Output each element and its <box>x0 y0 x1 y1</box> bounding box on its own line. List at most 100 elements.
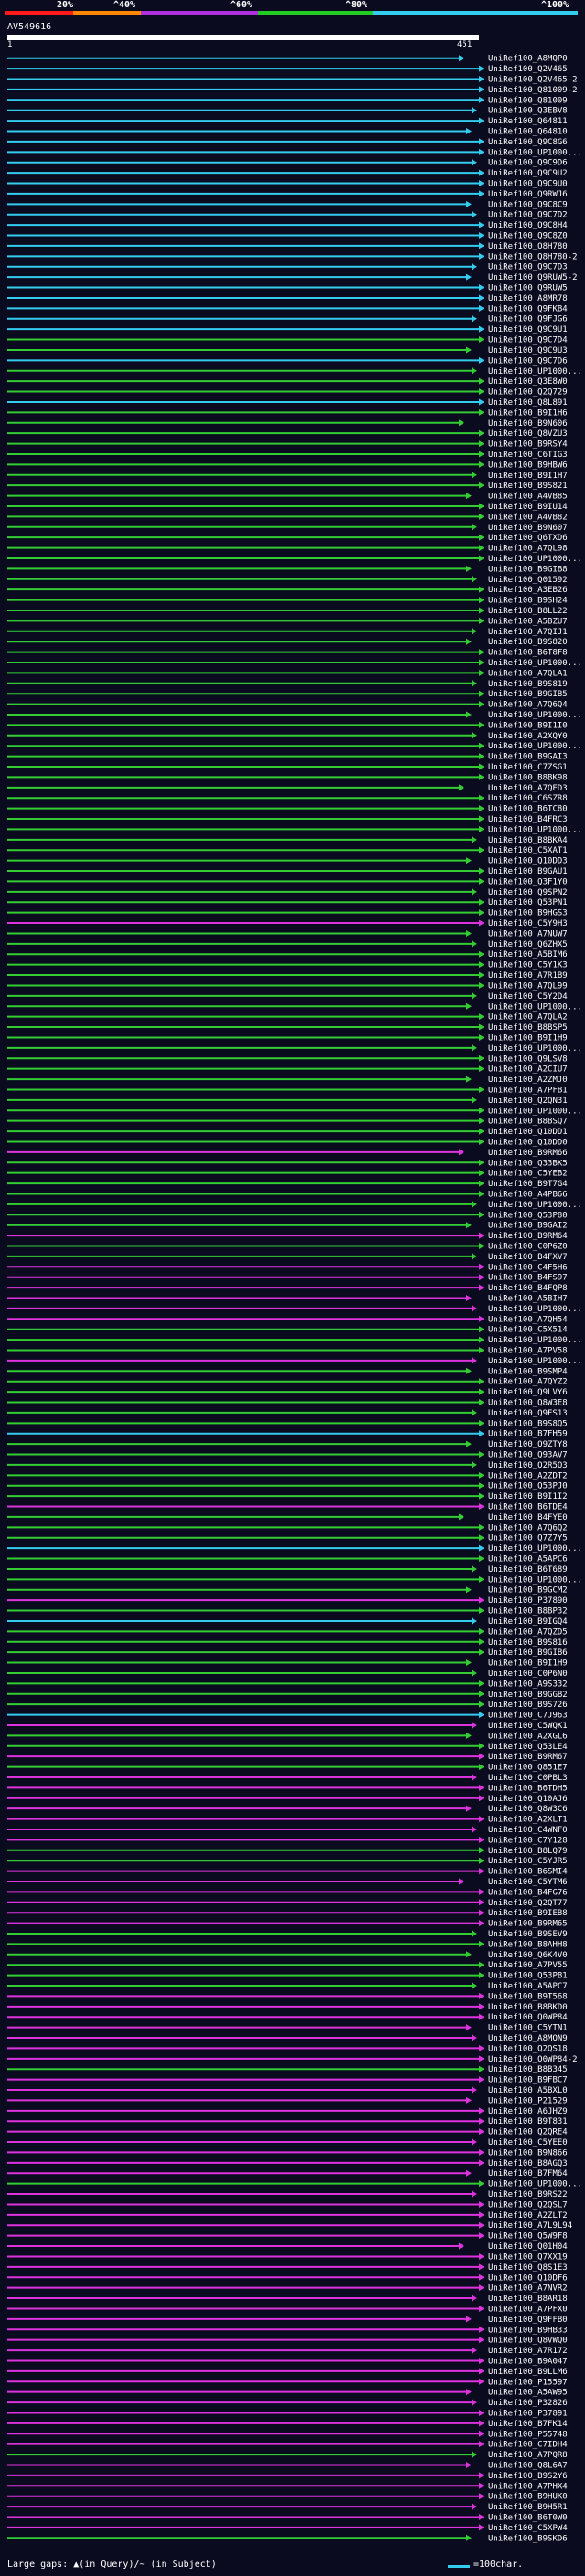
hit-label[interactable]: UniRef100_Q2QT77 <box>488 1899 568 1908</box>
hit-label[interactable]: UniRef100_B6TDE4 <box>488 1503 568 1512</box>
hit-label[interactable]: UniRef100_B9RM66 <box>488 1149 568 1158</box>
hit-label[interactable]: UniRef100_Q9RWJ6 <box>488 190 568 199</box>
hit-label[interactable]: UniRef100_B8LQ79 <box>488 1847 568 1856</box>
hit-label[interactable]: UniRef100_A5APC6 <box>488 1555 568 1564</box>
hit-label[interactable]: UniRef100_A8MQN9 <box>488 2034 568 2043</box>
hit-label[interactable]: UniRef100_Q81009-2 <box>488 86 578 95</box>
hit-label[interactable]: UniRef100_B4FG76 <box>488 1888 568 1897</box>
hit-label[interactable]: UniRef100_Q9LSV8 <box>488 1055 568 1064</box>
hit-label[interactable]: UniRef100_B8BK98 <box>488 773 568 782</box>
hit-label[interactable]: UniRef100_Q8VZU3 <box>488 429 568 439</box>
hit-label[interactable]: UniRef100_A7PQR8 <box>488 2451 568 2460</box>
hit-label[interactable]: UniRef100_Q2V465 <box>488 65 568 74</box>
hit-label[interactable]: UniRef100_Q6K4V0 <box>488 1951 568 1960</box>
hit-label[interactable]: UniRef100_C6SZR8 <box>488 794 568 803</box>
hit-label[interactable]: UniRef100_Q10DD1 <box>488 1128 568 1137</box>
hit-label[interactable]: UniRef100_Q9SPN2 <box>488 888 568 897</box>
hit-label[interactable]: UniRef100_B9GIB5 <box>488 690 568 699</box>
hit-label[interactable]: UniRef100_Q9FFB0 <box>488 2316 568 2325</box>
hit-label[interactable]: UniRef100_Q8W3E8 <box>488 1399 568 1408</box>
hit-label[interactable]: UniRef100_Q9C9D6 <box>488 159 568 168</box>
hit-label[interactable]: UniRef100_Q10AJ6 <box>488 1795 568 1804</box>
hit-label[interactable]: UniRef100_B9S8Q5 <box>488 1419 568 1428</box>
hit-label[interactable]: UniRef100_A9S332 <box>488 1680 568 1689</box>
hit-label[interactable]: UniRef100_B4FS97 <box>488 1274 568 1283</box>
hit-label[interactable]: UniRef100_A8MR78 <box>488 294 568 303</box>
hit-label[interactable]: UniRef100_Q5W9F8 <box>488 2232 568 2242</box>
hit-label[interactable]: UniRef100_A2XLT1 <box>488 1816 568 1825</box>
hit-label[interactable]: UniRef100_Q2QRE4 <box>488 2128 568 2137</box>
hit-label[interactable]: UniRef100_A7QL98 <box>488 545 568 554</box>
hit-label[interactable]: UniRef100_Q53PJ0 <box>488 1482 568 1491</box>
hit-label[interactable]: UniRef100_C5YTM6 <box>488 1878 568 1887</box>
hit-label[interactable]: UniRef100_UP1000... <box>488 1575 582 1585</box>
hit-label[interactable]: UniRef100_B8BP32 <box>488 1607 568 1617</box>
hit-label[interactable]: UniRef100_A3EB26 <box>488 586 568 595</box>
hit-label[interactable]: UniRef100_P55748 <box>488 2430 568 2439</box>
hit-label[interactable]: UniRef100_B9S819 <box>488 680 568 689</box>
hit-label[interactable]: UniRef100_Q9FKB4 <box>488 304 568 313</box>
hit-label[interactable]: UniRef100_UP1000... <box>488 1336 582 1345</box>
hit-label[interactable]: UniRef100_Q9RUW5-2 <box>488 273 578 282</box>
hit-label[interactable]: UniRef100_UP1000... <box>488 1201 582 1210</box>
hit-label[interactable]: UniRef100_A7QLA1 <box>488 669 568 678</box>
hit-label[interactable]: UniRef100_C5YEB2 <box>488 1170 568 1179</box>
hit-label[interactable]: UniRef100_A5BZU7 <box>488 617 568 626</box>
hit-label[interactable]: UniRef100_A4VB82 <box>488 513 568 522</box>
hit-label[interactable]: UniRef100_Q33BK5 <box>488 1159 568 1168</box>
hit-label[interactable]: UniRef100_B8AHH8 <box>488 1940 568 1949</box>
hit-label[interactable]: UniRef100_UP1000... <box>488 825 582 834</box>
hit-label[interactable]: UniRef100_B8BKD0 <box>488 2003 568 2012</box>
hit-label[interactable]: UniRef100_Q81009 <box>488 96 568 105</box>
hit-label[interactable]: UniRef100_A4PB66 <box>488 1190 568 1199</box>
hit-label[interactable]: UniRef100_B6TC80 <box>488 805 568 814</box>
hit-label[interactable]: UniRef100_Q7Z7Y5 <box>488 1534 568 1543</box>
hit-label[interactable]: UniRef100_C5Y9H3 <box>488 919 568 928</box>
hit-label[interactable]: UniRef100_Q9C8G6 <box>488 138 568 147</box>
hit-label[interactable]: UniRef100_Q8VWQ0 <box>488 2337 568 2346</box>
hit-label[interactable]: UniRef100_UP1000... <box>488 742 582 751</box>
hit-label[interactable]: UniRef100_A7QLA2 <box>488 1013 568 1023</box>
hit-label[interactable]: UniRef100_UP1000... <box>488 1044 582 1054</box>
hit-label[interactable]: UniRef100_UP1000... <box>488 367 582 376</box>
hit-label[interactable]: UniRef100_Q8L891 <box>488 398 568 408</box>
hit-label[interactable]: UniRef100_Q9ZTY8 <box>488 1440 568 1449</box>
hit-label[interactable]: UniRef100_B9LLM6 <box>488 2368 568 2377</box>
hit-label[interactable]: UniRef100_P32826 <box>488 2399 568 2408</box>
hit-label[interactable]: UniRef100_B8B345 <box>488 2065 568 2074</box>
hit-label[interactable]: UniRef100_B9I1H7 <box>488 472 568 481</box>
hit-label[interactable]: UniRef100_B9IU14 <box>488 503 568 512</box>
hit-label[interactable]: UniRef100_Q8S1E3 <box>488 2263 568 2273</box>
hit-label[interactable]: UniRef100_A2CIU7 <box>488 1065 568 1075</box>
hit-label[interactable]: UniRef100_UP1000... <box>488 1002 582 1012</box>
hit-label[interactable]: UniRef100_A5APC7 <box>488 1982 568 1991</box>
hit-label[interactable]: UniRef100_B4FXV7 <box>488 1253 568 1262</box>
hit-label[interactable]: UniRef100_B9HB33 <box>488 2326 568 2335</box>
hit-label[interactable]: UniRef100_Q2R5Q3 <box>488 1461 568 1470</box>
hit-label[interactable]: UniRef100_A2ZMJ0 <box>488 1076 568 1085</box>
hit-label[interactable]: UniRef100_B9GAU1 <box>488 867 568 876</box>
hit-label[interactable]: UniRef100_Q9C9U1 <box>488 325 568 334</box>
hit-label[interactable]: UniRef100_B9GGB2 <box>488 1691 568 1700</box>
hit-label[interactable]: UniRef100_Q93AV7 <box>488 1451 568 1460</box>
hit-label[interactable]: UniRef100_B9A047 <box>488 2357 568 2366</box>
hit-label[interactable]: UniRef100_A7PV58 <box>488 1347 568 1356</box>
hit-label[interactable]: UniRef100_A2XGL6 <box>488 1732 568 1741</box>
hit-label[interactable]: UniRef100_Q53LE4 <box>488 1743 568 1752</box>
hit-label[interactable]: UniRef100_Q10DD3 <box>488 857 568 866</box>
hit-label[interactable]: UniRef100_B9N606 <box>488 419 568 429</box>
hit-label[interactable]: UniRef100_C5YEE0 <box>488 2138 568 2147</box>
hit-label[interactable]: UniRef100_C5XPW4 <box>488 2524 568 2533</box>
hit-label[interactable]: UniRef100_UP1000... <box>488 1544 582 1553</box>
hit-label[interactable]: UniRef100_Q2QN31 <box>488 1097 568 1106</box>
hit-label[interactable]: UniRef100_B8AR18 <box>488 2295 568 2304</box>
hit-label[interactable]: UniRef100_Q9C9U0 <box>488 180 568 189</box>
hit-label[interactable]: UniRef100_B9T831 <box>488 2117 568 2126</box>
hit-label[interactable]: UniRef100_B4FQP8 <box>488 1284 568 1293</box>
hit-label[interactable]: UniRef100_B9GAI2 <box>488 1222 568 1231</box>
hit-label[interactable]: UniRef100_A7QZD5 <box>488 1627 568 1637</box>
hit-label[interactable]: UniRef100_B9S820 <box>488 638 568 647</box>
hit-label[interactable]: UniRef100_Q9C9U3 <box>488 346 568 355</box>
hit-label[interactable]: UniRef100_B9T568 <box>488 1992 568 2001</box>
hit-label[interactable]: UniRef100_Q0WP84-2 <box>488 2055 578 2064</box>
